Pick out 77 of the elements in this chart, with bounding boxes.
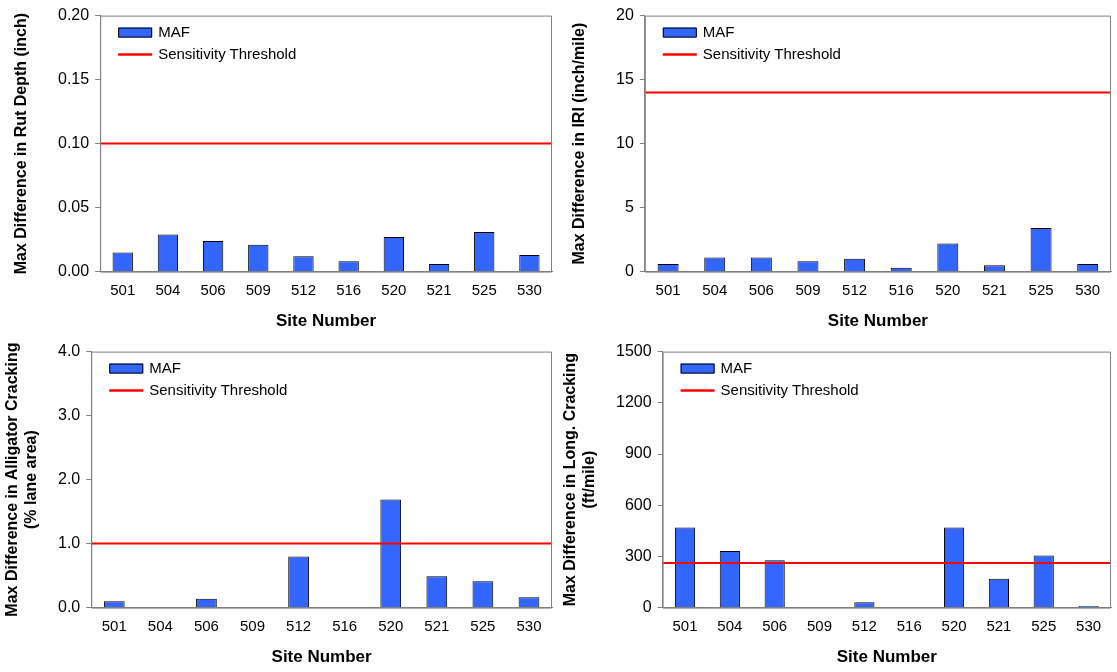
x-tick-label: 525 [471, 280, 497, 298]
y-tick-label: 0 [642, 598, 652, 616]
y-tick-label: 0 [624, 262, 634, 280]
y-tick-label: 15 [616, 70, 634, 88]
x-axis-title: Site Number [836, 647, 938, 667]
legend-label: Sensitivity Threshold [720, 380, 859, 398]
y-axis-title: Max Difference in Rut Depth (inch) [12, 12, 30, 275]
y-tick-label: 0.20 [58, 6, 90, 24]
x-tick-label: 501 [110, 280, 136, 298]
x-tick-label: 501 [672, 616, 698, 634]
y-tick-label: 2.0 [57, 470, 81, 488]
x-tick-label: 512 [851, 616, 877, 634]
x-tick-label: 509 [239, 616, 266, 634]
x-tick-label: 504 [702, 280, 728, 298]
y-tick-label: 3.0 [57, 406, 81, 424]
x-tick-label: 530 [1075, 280, 1101, 298]
y-tick-label: 5 [624, 198, 634, 216]
y-tick-label: 600 [624, 495, 652, 513]
legend-label: Sensitivity Threshold [149, 380, 288, 398]
x-tick-label: 520 [378, 616, 404, 634]
x-tick-label: 509 [795, 280, 821, 298]
y-axis-title: Max Difference in Alligator Cracking (% lane area) [2, 342, 39, 617]
legend-label: MAF [158, 22, 190, 40]
x-tick-label: 525 [1031, 616, 1057, 634]
x-tick-label: 504 [147, 616, 173, 634]
x-tick-label: 512 [842, 280, 868, 298]
x-tick-label: 504 [155, 280, 181, 298]
x-tick-label: 521 [981, 280, 1007, 298]
legend-label: MAF [720, 358, 753, 376]
y-tick-label: 0.15 [58, 70, 90, 88]
x-tick-label: 525 [470, 616, 496, 634]
x-tick-label: 520 [381, 280, 407, 298]
y-tick-label: 0.10 [58, 134, 90, 152]
legend-label: Sensitivity Threshold [702, 44, 841, 62]
x-tick-label: 520 [935, 280, 961, 298]
x-tick-label: 516 [332, 616, 358, 634]
legend-label: MAF [149, 358, 181, 376]
y-tick-label: 0.05 [58, 198, 90, 216]
x-tick-label: 506 [748, 280, 774, 298]
x-tick-label: 525 [1028, 280, 1054, 298]
x-tick-label: 516 [896, 616, 922, 634]
x-tick-label: 509 [807, 616, 833, 634]
x-axis-title: Site Number [827, 311, 929, 331]
x-tick-label: 506 [762, 616, 788, 634]
x-tick-label: 521 [986, 616, 1012, 634]
x-tick-label: 501 [101, 616, 127, 634]
x-tick-label: 530 [516, 280, 542, 298]
x-tick-label: 512 [286, 616, 312, 634]
x-tick-label: 520 [941, 616, 967, 634]
x-tick-label: 521 [426, 280, 452, 298]
x-tick-label: 501 [655, 280, 681, 298]
y-axis-title: Max Difference in Long. Cracking (ft/mile) [560, 352, 597, 607]
x-tick-label: 509 [245, 280, 271, 298]
y-tick-label: 300 [624, 546, 652, 564]
legend-label: MAF [702, 22, 735, 40]
x-axis-title: Site Number [276, 311, 377, 331]
y-tick-label: 1500 [616, 342, 652, 360]
x-tick-label: 530 [1076, 616, 1102, 634]
legend-label: Sensitivity Threshold [158, 44, 297, 62]
x-tick-label: 504 [717, 616, 743, 634]
y-tick-label: 4.0 [57, 342, 81, 360]
x-tick-label: 516 [888, 280, 914, 298]
x-tick-label: 516 [336, 280, 362, 298]
x-tick-label: 506 [200, 280, 226, 298]
x-tick-label: 530 [516, 616, 542, 634]
x-tick-label: 521 [424, 616, 450, 634]
y-tick-label: 1.0 [57, 534, 81, 552]
x-tick-label: 506 [193, 616, 219, 634]
x-axis-title: Site Number [271, 647, 373, 667]
y-tick-label: 1200 [616, 393, 652, 411]
y-tick-label: 20 [616, 6, 634, 24]
x-tick-label: 512 [290, 280, 316, 298]
y-axis-title: Max Difference in IRI (inch/mile) [570, 22, 588, 265]
y-tick-label: 0.0 [57, 598, 81, 616]
y-tick-label: 0.00 [58, 262, 90, 280]
y-tick-label: 10 [616, 134, 634, 152]
y-tick-label: 900 [624, 444, 652, 462]
